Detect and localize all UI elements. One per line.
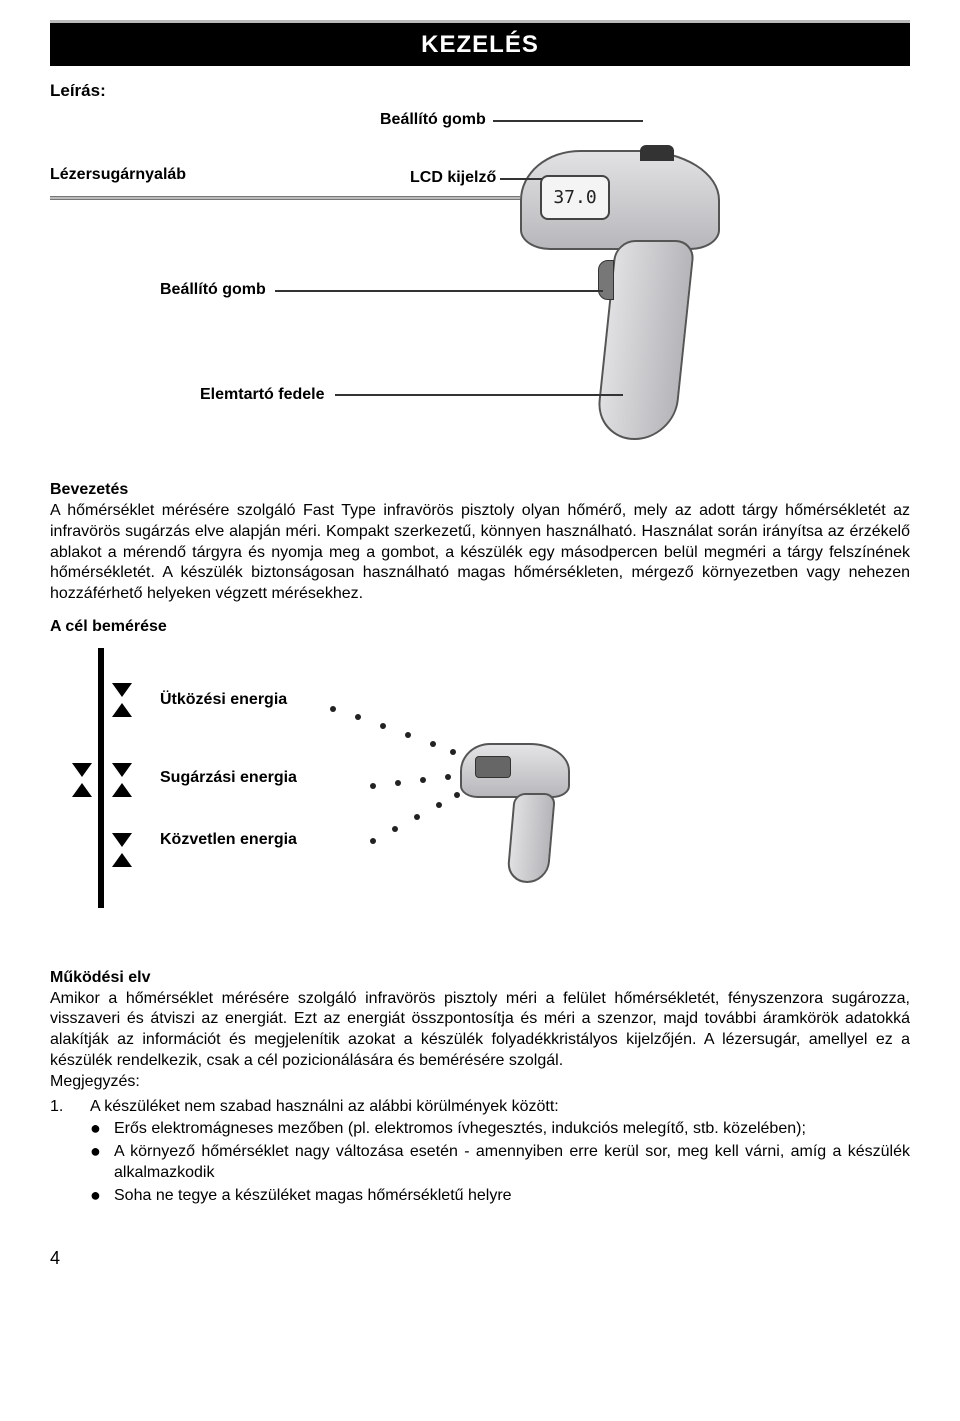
bullet-text: Erős elektromágneses mezőben (pl. elektr… <box>114 1119 910 1140</box>
arrow-icon <box>112 853 132 867</box>
note-text: A készüléket nem szabad használni az alá… <box>90 1097 559 1118</box>
lcd-screen: 37.0 <box>540 175 610 220</box>
leader-line <box>493 120 643 122</box>
bullet-text: Soha ne tegye a készüléket magas hőmérsé… <box>114 1186 910 1207</box>
label-radiation-energy: Sugárzási energia <box>160 768 297 789</box>
arrow-icon <box>72 763 92 777</box>
label-direct-energy: Közvetlen energia <box>160 830 297 851</box>
page-header: KEZELÉS <box>50 20 910 66</box>
label-set-button-side: Beállító gomb <box>160 280 266 301</box>
working-title: Működési elv <box>50 968 910 989</box>
note-label: Megjegyzés: <box>50 1072 910 1093</box>
small-gun-handle <box>506 793 556 883</box>
bullet-icon: ● <box>90 1142 114 1184</box>
arrow-icon <box>112 783 132 797</box>
arrow-icon <box>112 763 132 777</box>
leader-line <box>275 290 603 292</box>
label-battery-cover: Elemtartó fedele <box>200 385 324 406</box>
note-list: 1. A készüléket nem szabad használni az … <box>50 1097 910 1207</box>
wall-line <box>98 648 104 908</box>
label-set-button-top: Beállító gomb <box>380 110 486 131</box>
label-laser: Lézersugárnyaláb <box>50 165 186 186</box>
small-gun-screen <box>475 756 511 778</box>
arrow-icon <box>72 783 92 797</box>
device-diagram: 37.0 Lézersugárnyaláb Beállító gomb LCD … <box>50 110 910 470</box>
arrow-icon <box>112 833 132 847</box>
bullet-icon: ● <box>90 1119 114 1140</box>
label-impact-energy: Ütközési energia <box>160 690 287 711</box>
gun-top-button <box>640 145 674 161</box>
arrow-icon <box>112 683 132 697</box>
page-number: 4 <box>50 1247 910 1270</box>
laser-beam <box>50 196 520 200</box>
working-text: Amikor a hőmérséklet mérésére szolgáló i… <box>50 989 910 1072</box>
leader-line <box>500 178 542 180</box>
description-label: Leírás: <box>50 80 910 102</box>
note-number: 1. <box>50 1097 90 1118</box>
bullet-text: A környező hőmérséklet nagy változása es… <box>114 1142 910 1184</box>
bullet-icon: ● <box>90 1186 114 1207</box>
label-lcd: LCD kijelző <box>410 168 496 189</box>
gun-trigger <box>598 260 614 300</box>
energy-diagram: Ütközési energia Sugárzási energia Közve… <box>70 648 630 938</box>
arrow-icon <box>112 703 132 717</box>
aim-title: A cél bemérése <box>50 617 910 638</box>
leader-line <box>335 394 623 396</box>
intro-title: Bevezetés <box>50 480 910 501</box>
intro-text: A hőmérséklet mérésére szolgáló Fast Typ… <box>50 501 910 605</box>
